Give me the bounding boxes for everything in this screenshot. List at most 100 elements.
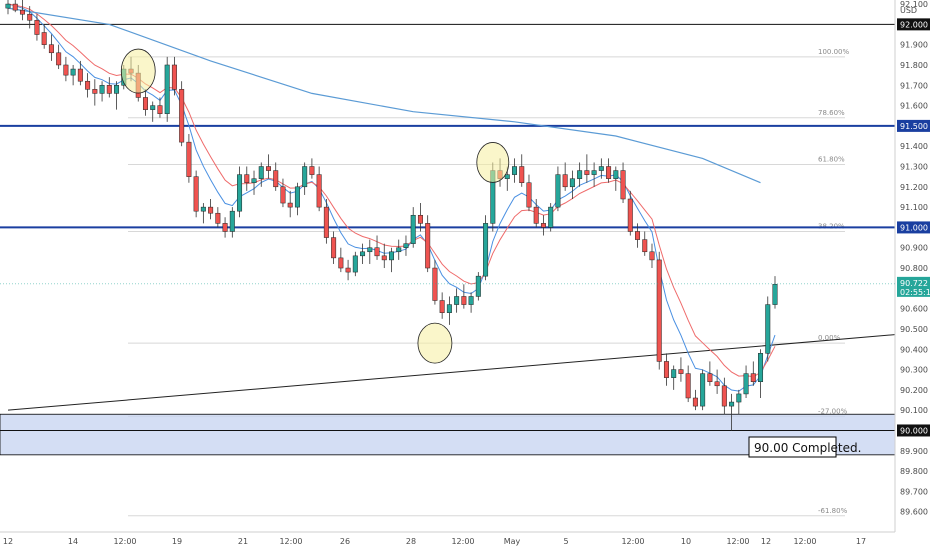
price-tick-13: 90.800 bbox=[900, 264, 928, 273]
candle-body-63 bbox=[461, 296, 467, 305]
candle-body-3 bbox=[27, 13, 33, 21]
candle-body-100 bbox=[729, 401, 735, 407]
candle-body-49 bbox=[360, 251, 366, 257]
candle-body-6 bbox=[48, 44, 54, 54]
candle-body-34 bbox=[251, 178, 257, 183]
candle-body-36 bbox=[265, 166, 271, 171]
candle-body-66 bbox=[483, 223, 489, 277]
current-price-badge bbox=[897, 276, 930, 297]
price-tick-10: 91.100 bbox=[900, 203, 928, 212]
candle-body-26 bbox=[193, 176, 199, 212]
candle-body-23 bbox=[171, 64, 177, 90]
time-tick-12: 10 bbox=[681, 537, 691, 546]
price-tick-15: 90.600 bbox=[900, 305, 928, 314]
candle-body-71 bbox=[519, 166, 525, 183]
candle-body-78 bbox=[569, 178, 575, 188]
price-tick-2: 91.900 bbox=[900, 41, 928, 50]
time-tick-13: 12:00 bbox=[726, 537, 749, 546]
level-badge-text-3: 90.000 bbox=[900, 426, 928, 435]
price-tick-18: 90.300 bbox=[900, 366, 928, 375]
candle-body-98 bbox=[714, 381, 720, 387]
candle-body-31 bbox=[229, 210, 235, 232]
time-tick-10: 5 bbox=[563, 537, 568, 546]
candle-body-27 bbox=[200, 206, 206, 212]
candle-body-79 bbox=[577, 170, 583, 179]
candle-body-21 bbox=[157, 105, 163, 114]
annotation-group: 90.00 Completed. bbox=[748, 436, 861, 458]
time-tick-14: 12 bbox=[761, 537, 771, 546]
fib-label-5: -27.00% bbox=[818, 407, 848, 415]
candle-body-19 bbox=[142, 97, 148, 110]
candle-body-106 bbox=[772, 284, 778, 305]
price-axis-bg bbox=[895, 0, 932, 550]
candle-body-61 bbox=[446, 304, 452, 313]
price-tick-3: 91.800 bbox=[900, 61, 928, 70]
price-tick-8: 91.300 bbox=[900, 163, 928, 172]
horizontal-levels bbox=[0, 23, 895, 431]
fib-label-2: 61.80% bbox=[818, 155, 845, 163]
candle-body-1 bbox=[12, 3, 18, 11]
price-tick-24: 89.700 bbox=[900, 487, 928, 496]
candle-body-52 bbox=[381, 255, 387, 261]
candle-body-38 bbox=[280, 186, 286, 204]
candle-body-53 bbox=[389, 251, 394, 261]
level-badge-3 bbox=[897, 424, 930, 437]
level-badge-text-1: 91.500 bbox=[900, 122, 928, 131]
price-tick-25: 89.600 bbox=[900, 508, 928, 517]
time-axis: 12 14 12:00 19 21 12:00 26 28 12:00 May 5 12:00 10 12… bbox=[0, 531, 895, 546]
candle-body-101 bbox=[736, 393, 742, 403]
trendline-line bbox=[7, 334, 896, 411]
time-tick-5: 12:00 bbox=[279, 537, 302, 546]
time-tick-1: 14 bbox=[68, 537, 78, 546]
level-badge-2 bbox=[897, 221, 930, 234]
fib-label-4: 0.00% bbox=[818, 334, 841, 342]
support-zone-rect bbox=[0, 413, 896, 456]
candle-body-13 bbox=[99, 85, 105, 94]
highlight-circle-2 bbox=[417, 322, 453, 364]
time-tick-15: 12:00 bbox=[793, 537, 816, 546]
candle-body-22 bbox=[164, 64, 170, 114]
candle-body-80 bbox=[584, 170, 590, 175]
candle-body-8 bbox=[63, 64, 69, 76]
candle-body-7 bbox=[56, 52, 62, 66]
level-badge-0 bbox=[897, 18, 930, 31]
fib-label-1: 78.60% bbox=[818, 109, 845, 117]
candle-body-57 bbox=[417, 214, 423, 224]
price-tick-12: 90.900 bbox=[900, 244, 928, 253]
candle-body-25 bbox=[186, 141, 192, 177]
candle-body-92 bbox=[671, 369, 677, 378]
candle-body-45 bbox=[331, 237, 337, 259]
time-tick-11: 12:00 bbox=[621, 537, 644, 546]
level-badge-text-2: 91.000 bbox=[900, 223, 928, 232]
candle-body-91 bbox=[663, 361, 669, 378]
candle-body-43 bbox=[316, 174, 322, 208]
highlight-circle-1 bbox=[476, 142, 510, 183]
candle-body-5 bbox=[41, 32, 47, 45]
candle-body-59 bbox=[432, 267, 438, 301]
candle-body-15 bbox=[114, 85, 120, 94]
candle-body-33 bbox=[244, 174, 250, 183]
candle-body-47 bbox=[345, 267, 351, 273]
candle-body-10 bbox=[77, 68, 83, 82]
time-tick-6: 26 bbox=[340, 537, 350, 546]
candle-body-96 bbox=[700, 373, 706, 407]
time-tick-4: 21 bbox=[238, 537, 248, 546]
candle-body-97 bbox=[707, 373, 713, 382]
candle-body-102 bbox=[743, 373, 749, 395]
time-tick-2: 12:00 bbox=[113, 537, 136, 546]
candle-body-44 bbox=[323, 206, 329, 238]
candle-body-90 bbox=[656, 259, 662, 362]
candle-body-105 bbox=[765, 304, 771, 354]
candle-body-95 bbox=[692, 397, 698, 407]
candle-body-99 bbox=[721, 385, 727, 407]
candle-body-14 bbox=[106, 85, 112, 94]
candle-body-104 bbox=[758, 353, 764, 382]
candle-body-74 bbox=[540, 223, 546, 228]
candles bbox=[5, 0, 778, 431]
price-tick-4: 91.700 bbox=[900, 81, 928, 90]
candle-body-82 bbox=[598, 166, 604, 171]
candle-body-62 bbox=[454, 296, 460, 305]
price-tick-0: 92.100 bbox=[900, 0, 928, 9]
